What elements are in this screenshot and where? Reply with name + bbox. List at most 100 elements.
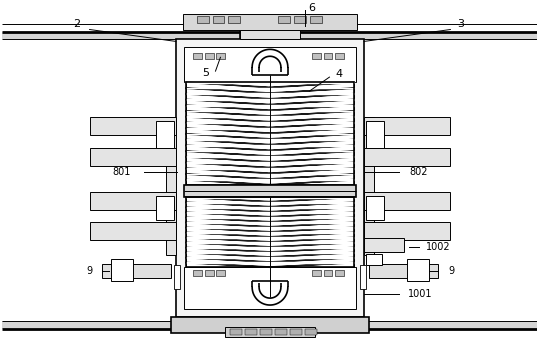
Bar [312, 53, 321, 59]
Text: 2: 2 [73, 18, 80, 29]
Polygon shape [186, 212, 270, 217]
Polygon shape [270, 162, 354, 168]
Bar [183, 14, 357, 29]
Polygon shape [186, 179, 354, 180]
Polygon shape [186, 99, 354, 100]
Bar [245, 329, 257, 335]
Polygon shape [186, 111, 270, 116]
Polygon shape [186, 122, 270, 128]
Bar [335, 53, 344, 59]
Bar [2, 32, 537, 39]
Polygon shape [270, 262, 354, 267]
Text: 4: 4 [336, 69, 343, 79]
Bar [184, 267, 356, 309]
Polygon shape [270, 232, 354, 237]
Polygon shape [270, 237, 354, 242]
Bar [305, 329, 316, 335]
Bar [112, 259, 133, 281]
Polygon shape [186, 252, 270, 257]
Bar [309, 16, 322, 23]
Polygon shape [186, 222, 354, 223]
Text: 801: 801 [112, 167, 130, 177]
Polygon shape [186, 217, 270, 222]
Text: 9: 9 [448, 266, 454, 276]
Bar [2, 321, 537, 329]
Polygon shape [186, 156, 354, 157]
Polygon shape [186, 82, 354, 83]
Polygon shape [270, 202, 354, 207]
Polygon shape [186, 207, 270, 212]
Polygon shape [270, 207, 354, 212]
Polygon shape [186, 202, 270, 207]
Polygon shape [186, 174, 354, 175]
Polygon shape [186, 242, 354, 243]
Bar [89, 117, 176, 135]
Bar [366, 121, 384, 148]
Polygon shape [186, 232, 270, 237]
Polygon shape [186, 82, 270, 88]
Polygon shape [186, 105, 270, 111]
Polygon shape [270, 151, 354, 156]
Text: 5: 5 [202, 68, 209, 78]
Polygon shape [186, 212, 354, 213]
Bar [212, 16, 224, 23]
Bar [184, 47, 356, 82]
Polygon shape [270, 156, 354, 162]
Bar [192, 270, 202, 276]
Polygon shape [186, 197, 270, 202]
Bar [323, 270, 333, 276]
Bar [323, 53, 333, 59]
Polygon shape [186, 207, 354, 208]
Polygon shape [186, 162, 354, 163]
Polygon shape [270, 133, 354, 139]
Text: 1001: 1001 [409, 289, 433, 299]
Bar [364, 117, 451, 135]
Polygon shape [186, 116, 354, 117]
Polygon shape [270, 222, 354, 227]
Polygon shape [186, 139, 354, 140]
Bar [364, 148, 451, 166]
Polygon shape [186, 128, 354, 129]
Polygon shape [270, 242, 354, 247]
Bar [156, 196, 174, 220]
Polygon shape [186, 133, 270, 139]
Polygon shape [186, 237, 270, 242]
Bar [250, 327, 290, 333]
Bar [225, 327, 315, 337]
Bar [205, 53, 213, 59]
Polygon shape [270, 139, 354, 145]
Polygon shape [270, 217, 354, 222]
Bar [230, 329, 242, 335]
Bar [335, 270, 344, 276]
Polygon shape [186, 111, 354, 112]
Polygon shape [186, 232, 354, 233]
Text: 9: 9 [87, 266, 93, 276]
Polygon shape [270, 168, 354, 174]
Bar [217, 53, 225, 59]
Polygon shape [186, 242, 270, 247]
Bar [360, 266, 366, 289]
Polygon shape [270, 93, 354, 99]
Bar [197, 16, 209, 23]
Polygon shape [186, 145, 354, 146]
Polygon shape [186, 93, 354, 94]
Polygon shape [186, 145, 270, 151]
Polygon shape [270, 88, 354, 93]
Bar [89, 148, 176, 166]
Polygon shape [186, 168, 354, 169]
Bar [217, 270, 225, 276]
Polygon shape [186, 179, 270, 185]
Polygon shape [186, 168, 270, 174]
Bar [89, 222, 176, 240]
Polygon shape [270, 145, 354, 151]
Text: 6: 6 [308, 3, 315, 13]
Polygon shape [186, 133, 354, 134]
Polygon shape [186, 162, 270, 168]
Bar [186, 82, 354, 185]
Bar [364, 192, 451, 210]
Polygon shape [186, 227, 354, 228]
Bar [192, 53, 202, 59]
Polygon shape [186, 262, 270, 267]
Text: 3: 3 [457, 18, 464, 29]
Polygon shape [186, 93, 270, 99]
